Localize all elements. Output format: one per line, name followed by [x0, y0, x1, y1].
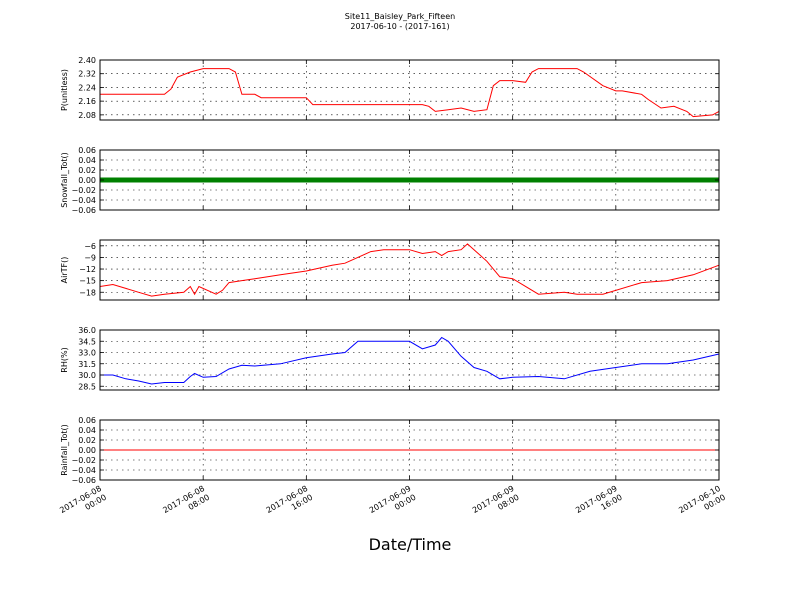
- y-tick-label: −12: [79, 265, 96, 274]
- y-tick-label: 2.40: [78, 56, 96, 65]
- x-tick-label: 2017-06-0916:00: [574, 484, 624, 524]
- chart-title: Site11_Baisley_Park_Fifteen: [345, 12, 455, 21]
- y-axis-label: P(unitless): [60, 69, 69, 111]
- chart-subtitle: 2017-06-10 - (2017-161): [350, 22, 449, 31]
- y-tick-label: 2.08: [78, 111, 96, 120]
- x-tick-label: 2017-06-1000:00: [677, 484, 727, 524]
- y-axis-label: Rainfall_Tot(): [60, 424, 69, 476]
- y-tick-label: 2.16: [78, 97, 96, 106]
- y-tick-label: −0.02: [71, 186, 96, 195]
- y-axis-label: RH(%): [60, 347, 69, 372]
- y-tick-label: 28.5: [78, 382, 96, 391]
- y-tick-label: 0.00: [78, 176, 96, 185]
- x-tick-label: 2017-06-0908:00: [471, 484, 521, 524]
- subplot-2: −6 −9 −12 −15 −18 AirTF(): [60, 239, 720, 301]
- y-tick-label: −9: [84, 253, 96, 262]
- x-tick-label: 2017-06-0808:00: [161, 484, 211, 524]
- y-tick-label: 0.04: [78, 156, 96, 165]
- y-tick-label: 0.02: [78, 166, 96, 175]
- y-tick-label: −0.04: [71, 466, 96, 475]
- y-tick-label: −0.06: [71, 476, 96, 485]
- y-tick-label: 2.32: [78, 70, 96, 79]
- y-tick-label: −0.02: [71, 456, 96, 465]
- y-tick-label: 2.24: [78, 83, 96, 92]
- y-axis-label: AirTF(): [60, 257, 69, 284]
- y-tick-label: 31.5: [78, 360, 96, 369]
- subplot-1: 0.060.040.020.00−0.02−0.04−0.06Snowfall_…: [60, 146, 720, 215]
- series-line: [100, 68, 720, 118]
- y-tick-label: 0.00: [78, 446, 96, 455]
- y-tick-label: 36.0: [78, 326, 96, 335]
- subplot-0: 2.40 2.32 2.24 2.16 2.08 P(unitless): [60, 56, 720, 121]
- y-tick-label: −6: [84, 242, 96, 251]
- y-tick-label: 0.04: [78, 426, 96, 435]
- y-tick-label: −0.06: [71, 206, 96, 215]
- y-tick-label: 0.02: [78, 436, 96, 445]
- subplot-3: 36.0 34.5 33.0 31.5 30.0 28.5 RH(%): [60, 326, 720, 391]
- y-axis-label: Snowfall_Tot(): [60, 152, 69, 208]
- y-tick-label: 30.0: [78, 371, 96, 380]
- x-axis-label: Date/Time: [369, 535, 452, 554]
- series-line: [99, 243, 720, 297]
- y-tick-label: 0.06: [78, 416, 96, 425]
- y-tick-label: −18: [79, 288, 96, 297]
- y-tick-label: −15: [79, 277, 96, 286]
- y-tick-label: −0.04: [71, 196, 96, 205]
- y-tick-label: 0.06: [78, 146, 96, 155]
- x-tick-labels: 2017-06-0800:00 2017-06-0808:00 2017-06-08…: [58, 484, 727, 524]
- x-tick-label: 2017-06-0816:00: [265, 484, 315, 524]
- y-tick-label: 33.0: [78, 349, 96, 358]
- x-tick-label: 2017-06-0800:00: [58, 484, 108, 524]
- y-tick-label: 34.5: [78, 337, 96, 346]
- x-tick-label: 2017-06-0900:00: [368, 484, 418, 524]
- subplot-panels: 2.402.322.242.162.08P(unitless)0.060.040…: [60, 56, 720, 485]
- series-line: [100, 336, 720, 385]
- subplot-4: 0.060.040.020.00−0.02−0.04−0.06Rainfall_…: [60, 416, 720, 485]
